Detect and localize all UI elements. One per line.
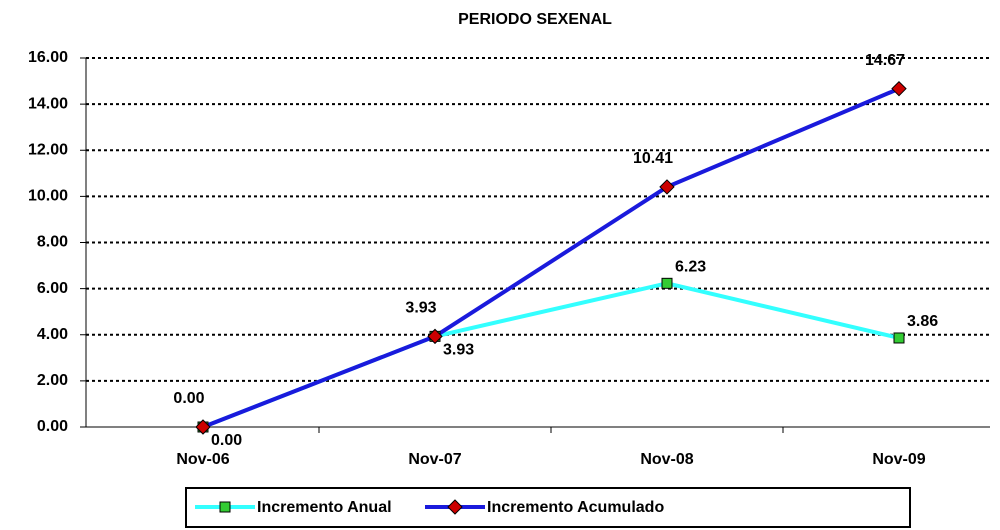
value-label: 6.23 [675,259,706,276]
x-tick-label: Nov-07 [408,451,461,468]
value-label: 3.93 [443,342,474,359]
y-tick-label: 16.00 [28,49,68,66]
point-marker [891,80,907,97]
chart-title: PERIODO SEXENAL [458,11,612,28]
legend-marker [447,499,463,515]
y-tick-label: 14.00 [28,95,68,112]
x-tick-label: Nov-09 [872,451,925,468]
y-tick-label: 10.00 [28,188,68,205]
y-tick-label: 4.00 [37,326,68,343]
value-label: 0.00 [173,390,204,407]
value-label: 0.00 [211,432,242,449]
legend-label: Incremento Acumulado [487,499,664,516]
point-marker [659,179,675,195]
series-line [202,86,900,429]
point-marker [661,277,673,289]
legend-label: Incremento Anual [257,499,392,516]
value-label: 3.93 [405,300,436,317]
y-tick-label: 12.00 [28,141,68,158]
y-tick-label: 2.00 [37,372,68,389]
value-label: 3.86 [907,313,938,330]
point-marker [195,419,211,435]
y-tick-label: 6.00 [37,280,68,297]
series-line [202,281,900,429]
point-marker [427,328,443,345]
value-label: 14.67 [865,52,905,69]
point-marker [893,332,905,344]
x-tick-label: Nov-08 [640,451,693,468]
x-tick-label: Nov-06 [176,451,229,468]
legend-marker [219,501,231,513]
value-label: 10.41 [633,150,673,167]
legend-box [185,487,911,528]
y-tick-label: 8.00 [37,234,68,251]
y-tick-label: 0.00 [37,418,68,435]
